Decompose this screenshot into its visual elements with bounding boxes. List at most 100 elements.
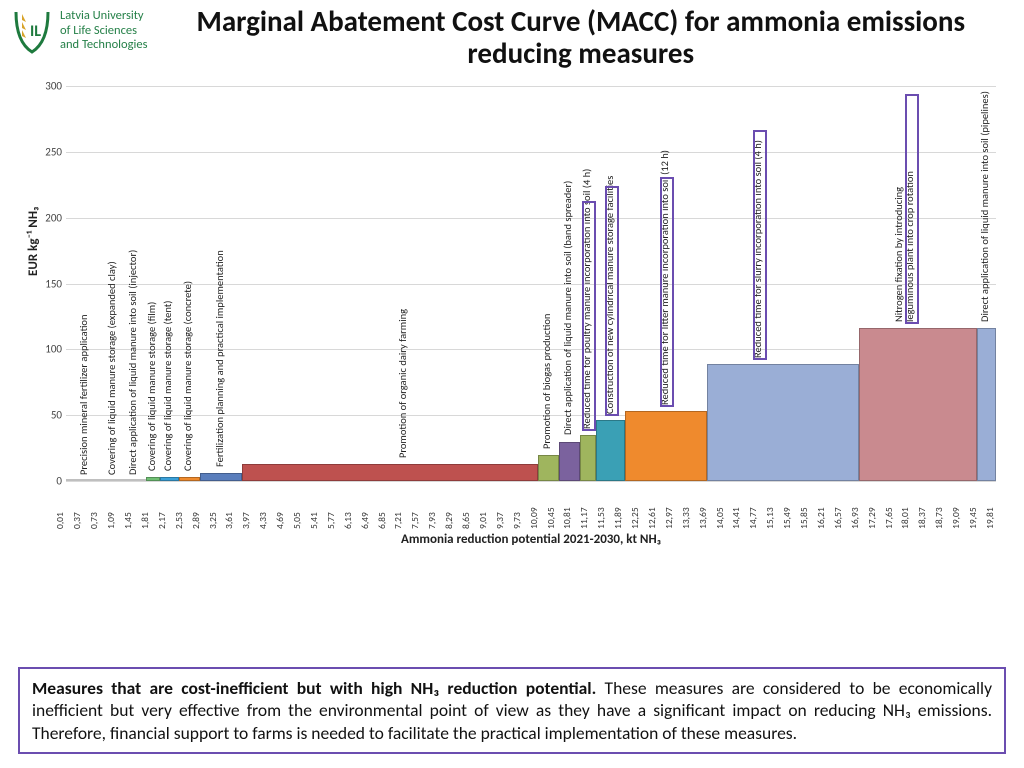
x-tick: 11,53 bbox=[595, 507, 607, 529]
bar bbox=[580, 435, 596, 481]
x-tick: 6,49 bbox=[359, 512, 371, 529]
bar-label: Covering of liquid manure storage (film) bbox=[146, 302, 157, 471]
logo-line1: Latvia University bbox=[60, 9, 147, 23]
x-tick: 6,85 bbox=[376, 512, 388, 529]
bar-label: Covering of liquid manure storage (concr… bbox=[182, 281, 193, 471]
x-tick: 11,89 bbox=[612, 507, 624, 529]
bar bbox=[200, 473, 242, 481]
bar-label: Promotion of biogas production bbox=[541, 313, 552, 448]
x-tick: 19,81 bbox=[984, 507, 996, 529]
x-tick: 3,97 bbox=[240, 512, 252, 529]
y-tick: 100 bbox=[36, 343, 62, 356]
x-tick: 9,01 bbox=[477, 512, 489, 529]
bar bbox=[625, 411, 707, 481]
x-tick: 9,37 bbox=[494, 512, 506, 529]
bar bbox=[859, 328, 976, 481]
x-tick: 4,69 bbox=[274, 512, 286, 529]
gridline bbox=[66, 349, 996, 350]
bar bbox=[596, 420, 624, 481]
bar-label: Reduced time for slurry incorporation in… bbox=[752, 140, 763, 358]
x-tick: 12,97 bbox=[663, 507, 675, 529]
x-tick: 13,69 bbox=[697, 507, 709, 529]
x-tick: 11,17 bbox=[578, 507, 590, 529]
logo-line3: and Technologies bbox=[60, 38, 147, 52]
gridline bbox=[66, 284, 996, 285]
x-tick: 1,09 bbox=[105, 512, 117, 529]
bar bbox=[559, 442, 580, 482]
x-tick: 0,01 bbox=[54, 512, 66, 529]
bar bbox=[538, 455, 559, 481]
page-title: Marginal Abatement Cost Curve (MACC) for… bbox=[147, 6, 1014, 70]
x-tick: 5,77 bbox=[325, 512, 337, 529]
bar-label: Direct application of liquid manure into… bbox=[979, 91, 990, 322]
x-tick: 19,09 bbox=[950, 507, 962, 529]
caption-box: Measures that are cost-inefficient but w… bbox=[18, 667, 1006, 754]
x-tick: 2,17 bbox=[156, 512, 168, 529]
x-tick: 19,45 bbox=[967, 507, 979, 529]
y-tick: 0 bbox=[36, 475, 62, 488]
gridline bbox=[66, 86, 996, 87]
x-tick: 17,29 bbox=[866, 507, 878, 529]
y-tick: 200 bbox=[36, 211, 62, 224]
x-tick: 9,73 bbox=[511, 512, 523, 529]
x-tick: 10,09 bbox=[528, 507, 540, 529]
x-axis-label: Ammonia reduction potential 2021-2030, k… bbox=[66, 532, 996, 547]
x-tick: 3,25 bbox=[207, 512, 219, 529]
x-tick: 2,53 bbox=[173, 512, 185, 529]
x-tick: 18,73 bbox=[933, 507, 945, 529]
x-tick: 5,05 bbox=[291, 512, 303, 529]
x-tick: 16,57 bbox=[832, 507, 844, 529]
x-tick: 18,01 bbox=[899, 507, 911, 529]
x-tick: 15,13 bbox=[764, 507, 776, 529]
y-tick: 150 bbox=[36, 277, 62, 290]
bar-label: Covering of liquid manure storage (tent) bbox=[162, 301, 173, 472]
x-tick: 2,89 bbox=[190, 512, 202, 529]
x-tick: 0,73 bbox=[88, 512, 100, 529]
x-tick: 15,49 bbox=[781, 507, 793, 529]
x-tick: 4,33 bbox=[257, 512, 269, 529]
x-tick: 7,21 bbox=[392, 512, 404, 529]
bar-label: Reduced time for poultry manure incorpor… bbox=[581, 169, 592, 429]
bar-label: Promotion of organic dairy farming bbox=[397, 309, 408, 458]
x-tick: 7,57 bbox=[409, 512, 421, 529]
x-axis: Ammonia reduction potential 2021-2030, k… bbox=[66, 481, 996, 529]
x-tick: 14,05 bbox=[714, 507, 726, 529]
x-tick: 14,41 bbox=[730, 507, 742, 529]
bar-label: Nitrogen fixation by introducing legumin… bbox=[893, 142, 915, 322]
bar-label: Fertilization planning and practical imp… bbox=[214, 250, 225, 467]
wheat-logo-icon: IL bbox=[10, 6, 54, 56]
bar-label: Precision mineral fertilizer application bbox=[78, 315, 89, 476]
x-tick: 3,61 bbox=[223, 512, 235, 529]
logo-line2: of Life Sciences bbox=[60, 24, 147, 38]
plot-area: 050100150200250300Precision mineral fert… bbox=[66, 86, 996, 481]
caption-bold: Measures that are cost-inefficient but w… bbox=[32, 677, 596, 699]
x-tick: 10,81 bbox=[561, 507, 573, 529]
x-tick: 16,21 bbox=[815, 507, 827, 529]
svg-text:IL: IL bbox=[30, 22, 41, 41]
x-tick: 7,93 bbox=[426, 512, 438, 529]
x-tick: 0,37 bbox=[71, 512, 83, 529]
gridline bbox=[66, 218, 996, 219]
x-tick: 18,37 bbox=[916, 507, 928, 529]
x-tick: 12,61 bbox=[646, 507, 658, 529]
bar-label: Direct application of liquid manure into… bbox=[127, 250, 138, 475]
x-tick: 8,65 bbox=[460, 512, 472, 529]
x-tick: 10,45 bbox=[545, 507, 557, 529]
gridline bbox=[66, 152, 996, 153]
bar-label: Construction of new cylindrical manure s… bbox=[604, 176, 615, 414]
bar bbox=[977, 328, 996, 481]
bar-label: Direct application of liquid manure into… bbox=[562, 181, 573, 435]
x-tick: 13,33 bbox=[680, 507, 692, 529]
x-tick: 16,93 bbox=[849, 507, 861, 529]
x-tick: 14,77 bbox=[747, 507, 759, 529]
x-tick: 5,41 bbox=[308, 512, 320, 529]
bar-label: Covering of liquid manure storage (expan… bbox=[106, 261, 117, 475]
x-tick: 15,85 bbox=[798, 507, 810, 529]
y-tick: 250 bbox=[36, 145, 62, 158]
macc-chart: EUR kg⁻¹ NH₃ 050100150200250300Precision… bbox=[30, 86, 1012, 531]
org-logo: IL Latvia University of Life Sciences an… bbox=[10, 6, 147, 56]
x-tick: 1,45 bbox=[122, 512, 134, 529]
y-tick: 300 bbox=[36, 80, 62, 93]
x-tick: 6,13 bbox=[342, 512, 354, 529]
y-tick: 50 bbox=[36, 409, 62, 422]
